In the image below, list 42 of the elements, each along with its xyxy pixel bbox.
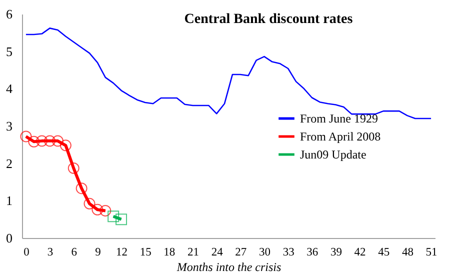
point — [28, 136, 40, 148]
point — [84, 198, 96, 210]
chart-title: Central Bank discount rates — [184, 12, 354, 27]
x-tick-label: 36 — [306, 246, 318, 258]
point — [108, 210, 120, 222]
legend-label: From April 2008 — [300, 130, 381, 144]
x-tick-label: 3 — [47, 246, 54, 258]
point — [36, 135, 48, 147]
y-tick-label: 5 — [6, 44, 12, 59]
x-tick-label: 42 — [354, 246, 366, 258]
legend-label: From June 1929 — [300, 112, 378, 126]
x-tick-label: 21 — [188, 246, 200, 258]
x-tick-label: 48 — [402, 246, 414, 258]
x-tick-label: 12 — [116, 246, 128, 258]
y-tick-label: 1 — [6, 193, 12, 208]
point — [100, 205, 112, 216]
x-tick-label: 24 — [211, 246, 224, 258]
y-tick-label: 3 — [6, 118, 12, 134]
x-tick-label: 33 — [282, 246, 295, 258]
y-tick-label: 6 — [6, 6, 13, 22]
x-tick-label: 51 — [426, 246, 438, 258]
point — [60, 140, 72, 152]
x-axis-title: Months into the crisis — [176, 260, 282, 274]
x-tick-label: 15 — [140, 246, 152, 258]
x-tick-label: 45 — [378, 246, 390, 258]
x-tick-label: 9 — [95, 246, 102, 258]
point — [52, 135, 64, 147]
point — [44, 135, 56, 147]
x-tick-label: 39 — [330, 246, 342, 258]
legend-label: Jun09 Update — [300, 148, 366, 162]
y-tick-label: 4 — [6, 81, 13, 96]
y-tick-label: 2 — [6, 156, 12, 171]
x-tick-label: 18 — [164, 246, 176, 258]
point — [20, 130, 32, 142]
x-tick-label: 30 — [258, 246, 271, 258]
x-tick-label: 6 — [71, 246, 78, 258]
x-tick-label: 0 — [24, 246, 30, 258]
x-tick-label: 27 — [235, 246, 247, 258]
point — [116, 214, 128, 226]
point — [76, 182, 88, 194]
y-tick-label: 0 — [6, 230, 12, 246]
point — [68, 162, 80, 174]
